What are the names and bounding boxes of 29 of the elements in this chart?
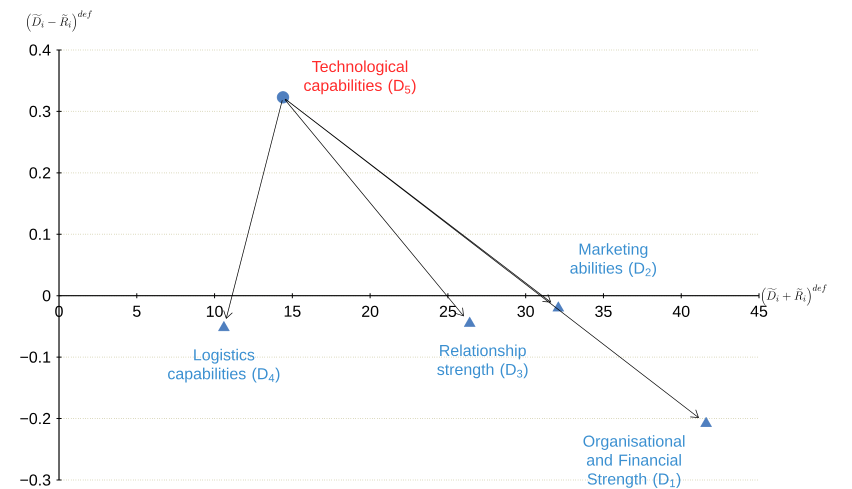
x-tick-label: 5	[132, 306, 141, 317]
y-tick-label: 0	[42, 290, 50, 302]
y-tick-label: 0.2	[29, 167, 50, 178]
y-axis-title: $\left(\widetilde{D}_i-\widetilde{R}_i\right)^{def}$	[27, 10, 92, 32]
y-tick-label: 0.4	[29, 44, 51, 56]
annotation: Logistics capabilities (D$_{4}$)	[168, 348, 280, 383]
annotation: Technological capabilities (D$_{5}$)	[304, 60, 416, 94]
point	[464, 316, 476, 327]
x-tick-label: 35	[595, 306, 612, 317]
annotation: Relationship strength (D$_{3}$)	[437, 344, 528, 378]
x-tick-label: 20	[362, 306, 378, 317]
x-tick-label: 40	[672, 306, 690, 317]
x-tick-label: 15	[284, 306, 301, 317]
x-tick-label: 30	[517, 306, 534, 317]
x-tick-label: 45	[750, 306, 768, 317]
y-tick-label: 0.1	[29, 228, 50, 240]
y-tick-label: −0.2	[20, 412, 50, 424]
x-axis-title: $\left(\widetilde{D}_i+\widetilde{R}_i\right)^{def}$	[762, 284, 827, 306]
point	[276, 91, 290, 104]
x-tick-label: 10	[206, 306, 223, 317]
point	[218, 320, 230, 332]
x-tick-label: 25	[440, 306, 456, 317]
point	[700, 416, 712, 427]
point	[552, 301, 564, 312]
y-tick-label: 0.3	[29, 106, 50, 118]
y-tick-label: −0.1	[20, 351, 50, 363]
y-tick-label: −0.3	[20, 474, 50, 486]
annotation: Marketing abilities (D$_{2}$)	[570, 243, 656, 277]
annotation: Organisational and Financial Strength (D$_{1}$)	[583, 435, 684, 488]
